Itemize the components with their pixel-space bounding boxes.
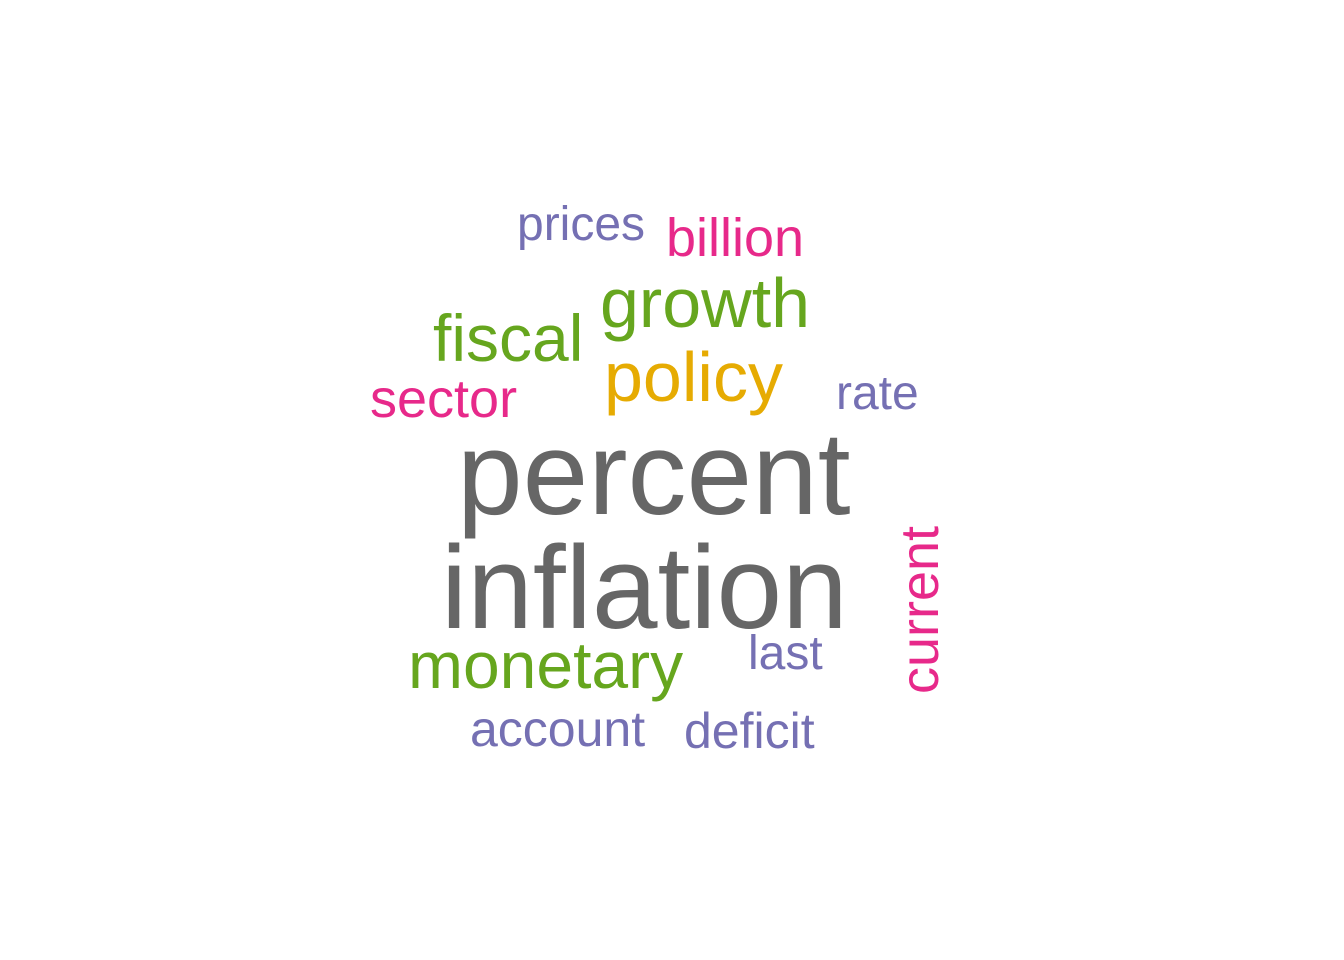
word-last: last bbox=[748, 627, 823, 680]
word-account: account bbox=[470, 701, 646, 757]
word-inflation: inflation bbox=[441, 522, 848, 654]
word-fiscal: fiscal bbox=[433, 301, 584, 375]
word-percent: percent bbox=[457, 408, 851, 540]
word-sector: sector bbox=[370, 369, 518, 429]
word-rate: rate bbox=[836, 367, 919, 420]
word-policy: policy bbox=[604, 338, 783, 416]
word-deficit: deficit bbox=[684, 703, 815, 759]
word-billion: billion bbox=[666, 208, 805, 268]
word-growth: growth bbox=[600, 264, 811, 342]
word-current: current bbox=[890, 525, 950, 695]
word-monetary: monetary bbox=[408, 628, 684, 702]
word-prices: prices bbox=[517, 198, 646, 251]
